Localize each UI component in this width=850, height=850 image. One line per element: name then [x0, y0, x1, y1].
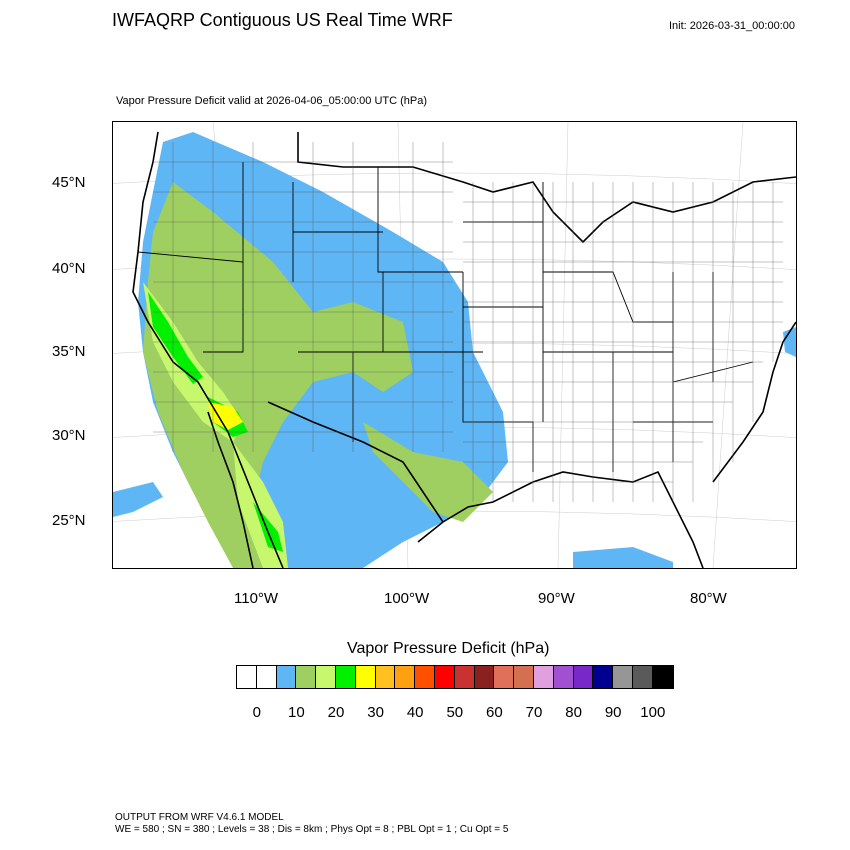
colorbar-swatch — [316, 666, 336, 688]
colorbar — [236, 665, 674, 689]
colorbar-swatch — [494, 666, 515, 688]
colorbar-swatch — [237, 666, 257, 688]
model-settings: WE = 580 ; SN = 380 ; Levels = 38 ; Dis … — [115, 824, 509, 835]
colorbar-swatch — [533, 666, 554, 688]
lat-label-45: 45°N — [52, 174, 86, 191]
vpd-field — [113, 132, 796, 568]
colorbar-label: 70 — [525, 704, 543, 721]
colorbar-label: 0 — [252, 704, 261, 721]
colorbar-swatch — [355, 666, 376, 688]
lon-label-80w: 80°W — [690, 590, 727, 607]
colorbar-title: Vapor Pressure Deficit (hPa) — [347, 640, 550, 657]
colorbar-swatch — [632, 666, 653, 688]
colorbar-swatch — [434, 666, 455, 688]
colorbar-label: 20 — [327, 704, 345, 721]
plot-title: IWFAQRP Contiguous US Real Time WRF — [112, 10, 453, 30]
lon-label-90w: 90°W — [538, 590, 575, 607]
colorbar-label: 50 — [446, 704, 464, 721]
colorbar-swatch — [454, 666, 475, 688]
colorbar-label: 60 — [486, 704, 503, 721]
colorbar-swatch — [573, 666, 594, 688]
colorbar-swatch — [296, 666, 317, 688]
county-boundaries — [153, 142, 783, 502]
lat-label-35: 35°N — [52, 343, 86, 360]
init-time: Init: 2026-03-31_00:00:00 — [669, 20, 795, 32]
colorbar-label: 40 — [406, 704, 424, 721]
colorbar-label: 100 — [640, 704, 666, 721]
model-info: OUTPUT FROM WRF V4.6.1 MODEL — [115, 812, 284, 823]
lat-label-25: 25°N — [52, 512, 86, 529]
colorbar-swatch — [652, 666, 673, 688]
colorbar-label: 30 — [367, 704, 384, 721]
map-svg — [113, 122, 796, 568]
colorbar-label: 10 — [288, 704, 305, 721]
colorbar-swatch — [474, 666, 495, 688]
colorbar-swatch — [375, 666, 396, 688]
colorbar-swatch — [256, 666, 277, 688]
colorbar-label: 90 — [604, 704, 622, 721]
map-panel — [112, 121, 797, 569]
plot-subtitle: Vapor Pressure Deficit valid at 2026-04-… — [116, 95, 428, 107]
colorbar-swatch — [395, 666, 416, 688]
lon-label-100w: 100°W — [384, 590, 430, 607]
colorbar-swatch — [593, 666, 614, 688]
colorbar-label: 80 — [565, 704, 582, 721]
colorbar-swatch — [276, 666, 297, 688]
colorbar-swatch — [335, 666, 356, 688]
lat-label-30: 30°N — [52, 427, 86, 444]
lon-label-110w: 110°W — [234, 590, 279, 607]
colorbar-swatch — [553, 666, 574, 688]
lat-label-40: 40°N — [52, 260, 86, 277]
colorbar-swatch — [613, 666, 633, 688]
colorbar-swatch — [415, 666, 435, 688]
colorbar-swatch — [514, 666, 534, 688]
